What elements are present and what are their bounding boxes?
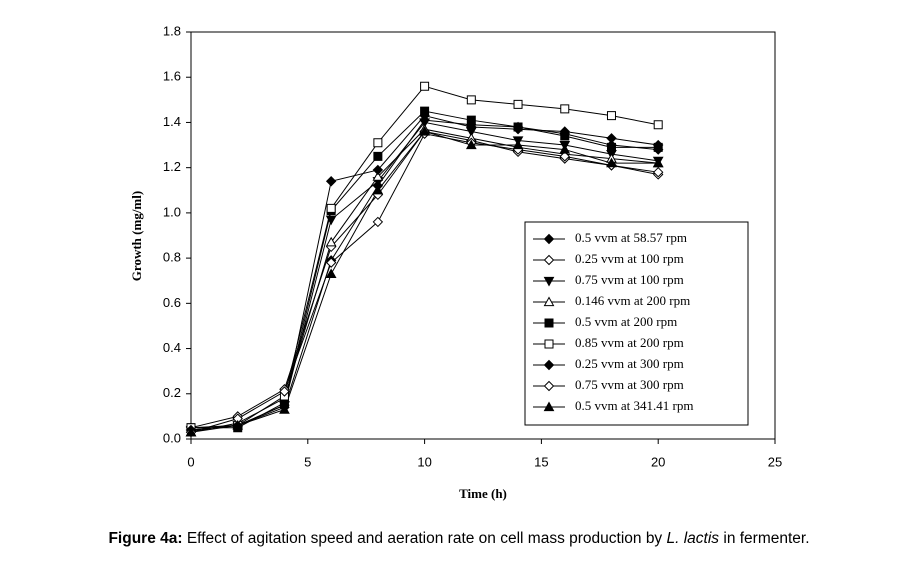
marker: [512, 124, 524, 135]
marker: [543, 401, 555, 412]
marker: [325, 257, 337, 268]
legend-label: 0.85 vvm at 200 rpm: [575, 335, 684, 350]
marker: [325, 268, 337, 279]
marker: [466, 115, 476, 125]
marker: [543, 380, 555, 392]
chart: Time (h) Growth (mg/ml) 0.0 0.2 0.4 0.6 0.8 1…: [129, 23, 782, 501]
caption-end: in fermenter.: [719, 530, 810, 547]
marker: [279, 404, 290, 414]
marker: [419, 110, 430, 121]
marker: [185, 426, 197, 437]
x-tick-label: 10: [417, 454, 431, 469]
marker: [466, 121, 477, 133]
y-axis-title: Growth (mg/ml): [129, 191, 144, 281]
y-tick-label: 1.6: [163, 69, 181, 84]
marker: [544, 339, 554, 349]
marker: [513, 99, 523, 109]
y-tick-label: 1.8: [163, 23, 181, 38]
x-tick-label: 20: [651, 454, 665, 469]
marker: [652, 157, 664, 168]
marker: [543, 233, 555, 245]
marker: [419, 125, 430, 136]
marker: [543, 254, 555, 266]
y-tick-label: 1.0: [163, 204, 181, 219]
marker: [372, 171, 384, 181]
marker: [232, 419, 244, 430]
marker: [543, 296, 555, 307]
marker: [466, 95, 476, 105]
legend-label: 0.146 vvm at 200 rpm: [575, 293, 690, 308]
y-tick-label: 0.2: [163, 385, 181, 400]
caption-label: Figure 4a:: [108, 530, 183, 547]
marker: [543, 276, 555, 287]
x-tick-label: 15: [534, 454, 548, 469]
caption-text: Effect of agitation speed and aeration r…: [182, 530, 667, 547]
legend-label: 0.25 vvm at 300 rpm: [575, 356, 684, 371]
y-tick-label: 1.4: [163, 114, 181, 129]
marker: [420, 81, 430, 91]
marker: [512, 139, 524, 150]
legend-label: 0.25 vvm at 100 rpm: [575, 251, 684, 266]
x-tick-label: 0: [187, 454, 194, 469]
marker: [372, 164, 384, 176]
marker: [652, 139, 664, 151]
caption: Figure 4a: Effect of agitation speed and…: [0, 530, 918, 548]
marker: [372, 184, 384, 195]
marker: [560, 104, 570, 114]
marker: [373, 151, 383, 161]
marker: [279, 386, 290, 397]
marker: [653, 120, 663, 130]
marker: [465, 139, 477, 150]
y-tick-label: 0.8: [163, 250, 181, 265]
marker: [606, 133, 617, 144]
x-axis-title: Time (h): [459, 486, 507, 501]
marker: [543, 359, 555, 371]
marker: [326, 203, 336, 213]
marker: [372, 216, 384, 228]
marker: [559, 126, 570, 137]
marker: [652, 166, 664, 178]
y-tick-label: 1.2: [163, 159, 181, 174]
marker: [325, 236, 337, 247]
legend-label: 0.75 vvm at 100 rpm: [575, 272, 684, 287]
legend-label: 0.5 vvm at 58.57 rpm: [575, 230, 687, 245]
x-tick-label: 5: [304, 454, 311, 469]
y-tick-label: 0.6: [163, 295, 181, 310]
marker: [606, 142, 616, 152]
marker: [606, 111, 616, 121]
y-tick-label: 0.0: [163, 430, 181, 445]
marker: [325, 176, 337, 187]
marker: [325, 215, 337, 226]
plot-frame: [190, 31, 776, 440]
marker: [373, 138, 383, 148]
x-tick-label: 25: [768, 454, 782, 469]
marker: [544, 318, 554, 328]
legend-label: 0.75 vvm at 300 rpm: [575, 377, 684, 392]
legend-label: 0.5 vvm at 200 rpm: [575, 314, 677, 329]
marker: [606, 157, 617, 168]
legend-label: 0.5 vvm at 341.41 rpm: [575, 398, 693, 413]
marker: [559, 151, 570, 162]
y-tick-label: 0.4: [163, 340, 181, 355]
caption-species: L. lactis: [666, 530, 720, 547]
marker: [559, 144, 571, 154]
